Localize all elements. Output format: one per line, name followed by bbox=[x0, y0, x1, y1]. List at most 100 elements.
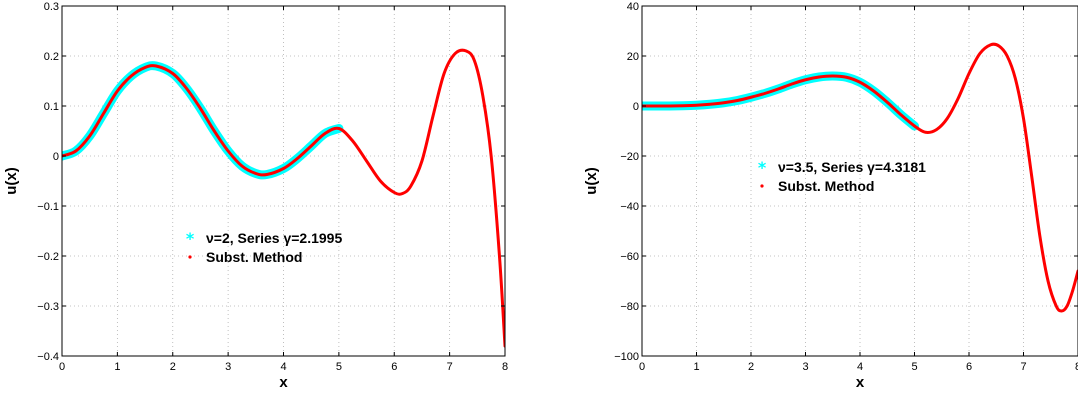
data-point bbox=[790, 82, 794, 86]
data-point bbox=[1065, 304, 1069, 308]
data-point bbox=[845, 76, 848, 79]
data-point bbox=[913, 124, 916, 128]
y-tick-label: −60 bbox=[620, 251, 639, 263]
x-tick-label: 3 bbox=[802, 361, 808, 373]
data-point bbox=[498, 254, 501, 258]
data-point bbox=[831, 74, 834, 78]
x-tick-label: 4 bbox=[857, 361, 863, 373]
x-tick-label: 0 bbox=[59, 361, 65, 373]
y-tick-label: −40 bbox=[620, 201, 639, 213]
y-tick-label: 0 bbox=[53, 151, 59, 163]
data-point bbox=[323, 132, 327, 135]
x-tick-label: 8 bbox=[1075, 361, 1078, 373]
series-group bbox=[642, 42, 1078, 313]
legend-label-2: Subst. Method bbox=[206, 249, 302, 265]
x-tick-label: 0 bbox=[639, 361, 645, 373]
data-point bbox=[1030, 174, 1033, 178]
data-point bbox=[899, 113, 903, 116]
data-point bbox=[473, 59, 476, 63]
x-tick-label: 4 bbox=[280, 361, 286, 373]
legend-marker-asterisk: * bbox=[186, 229, 195, 248]
y-tick-label: −20 bbox=[620, 151, 639, 163]
data-point bbox=[351, 139, 354, 143]
plot-area bbox=[62, 6, 505, 356]
data-point bbox=[708, 103, 712, 106]
data-point bbox=[946, 117, 949, 120]
data-point bbox=[967, 72, 971, 75]
data-point bbox=[130, 74, 133, 78]
data-point bbox=[420, 159, 424, 163]
data-point bbox=[978, 52, 982, 55]
legend: * ν=3.5, Series γ=4.3181 Subst. Method bbox=[758, 158, 926, 194]
data-point bbox=[481, 94, 485, 98]
x-tick-label: 8 bbox=[502, 361, 508, 373]
y-tick-label: 0.3 bbox=[44, 1, 59, 13]
data-point bbox=[116, 89, 119, 93]
data-point bbox=[199, 107, 202, 110]
chart-panel-1: 0 1 2 3 4 5 6 7 8 −0.4 −0.3 −0.2 −0.1 0 0.1 0.2 0.3 x u(x)… bbox=[3, 1, 508, 391]
data-point bbox=[749, 96, 753, 99]
data-point bbox=[989, 43, 992, 46]
data-point bbox=[365, 159, 368, 163]
data-point bbox=[185, 87, 188, 90]
x-tick-label: 7 bbox=[1020, 361, 1026, 373]
data-point bbox=[1055, 304, 1058, 308]
x-tick-label: 5 bbox=[336, 361, 342, 373]
data-point bbox=[309, 144, 313, 148]
data-point bbox=[240, 164, 244, 168]
data-point bbox=[442, 72, 446, 75]
data-point bbox=[1005, 54, 1009, 58]
y-tick-label: 0.2 bbox=[44, 51, 59, 63]
data-point bbox=[997, 44, 1001, 48]
data-point bbox=[171, 72, 174, 75]
legend-label-2: Subst. Method bbox=[778, 178, 874, 194]
data-point bbox=[763, 92, 766, 95]
data-point bbox=[924, 131, 927, 134]
data-point bbox=[736, 99, 739, 102]
data-point bbox=[681, 104, 685, 107]
data-point bbox=[935, 128, 938, 131]
series-group bbox=[62, 48, 505, 348]
data-point bbox=[1060, 309, 1063, 313]
data-point bbox=[143, 66, 147, 69]
data-point bbox=[886, 101, 889, 104]
data-point bbox=[1022, 117, 1025, 120]
legend-marker-dot bbox=[188, 255, 192, 259]
y-tick-label: −0.1 bbox=[37, 201, 59, 213]
data-point bbox=[956, 97, 960, 100]
data-point bbox=[337, 127, 341, 130]
data-point bbox=[872, 89, 875, 93]
data-point bbox=[74, 149, 78, 153]
data-point bbox=[1038, 234, 1042, 238]
data-point bbox=[265, 173, 269, 176]
y-tick-label: 0.1 bbox=[44, 101, 59, 113]
data-point bbox=[213, 129, 216, 133]
y-tick-label: −80 bbox=[620, 301, 639, 313]
series-line-2 bbox=[642, 42, 1078, 313]
legend-label-1: ν=3.5, Series γ=4.3181 bbox=[778, 159, 926, 175]
data-point bbox=[401, 192, 404, 195]
y-tick-label: 40 bbox=[627, 1, 639, 13]
x-axis-label: x bbox=[279, 374, 288, 391]
data-point bbox=[817, 75, 821, 79]
data-point bbox=[102, 112, 105, 115]
data-point bbox=[777, 87, 780, 91]
legend-marker-asterisk: * bbox=[758, 158, 767, 177]
data-point bbox=[1046, 279, 1050, 283]
data-point bbox=[431, 114, 435, 118]
x-axis-label: x bbox=[856, 374, 865, 391]
data-point bbox=[804, 78, 807, 81]
y-axis-label: u(x) bbox=[3, 167, 20, 195]
legend: * ν=2, Series γ=2.1995 Subst. Method bbox=[186, 229, 343, 265]
data-point bbox=[393, 191, 396, 194]
chart-panel-2: 0 1 2 3 4 5 6 7 8 −100 −80 −60 −40 −20 0 20 40 x u(x) * ν=3.… bbox=[583, 1, 1078, 391]
data-point bbox=[1071, 289, 1074, 293]
data-point bbox=[858, 81, 862, 84]
x-tick-label: 6 bbox=[391, 361, 397, 373]
data-point bbox=[379, 179, 382, 183]
x-tick-label: 1 bbox=[114, 361, 120, 373]
x-tick-label: 5 bbox=[911, 361, 917, 373]
data-point bbox=[668, 104, 671, 108]
legend-label-1: ν=2, Series γ=2.1995 bbox=[206, 230, 342, 246]
data-point bbox=[282, 167, 285, 170]
